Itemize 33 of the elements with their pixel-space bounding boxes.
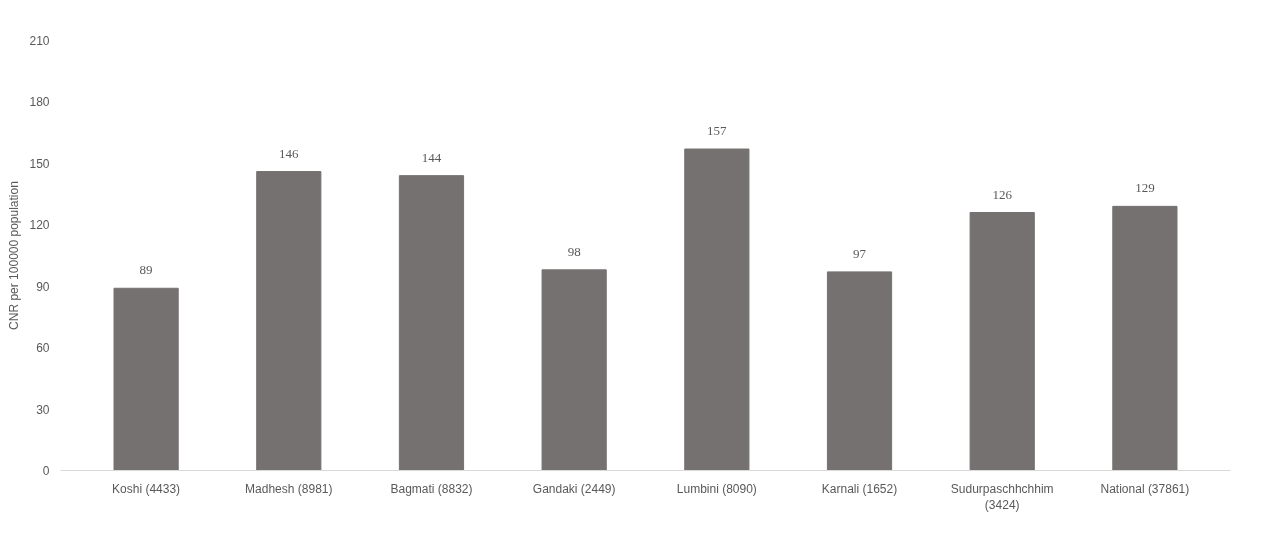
data-label: 157 xyxy=(707,123,728,139)
data-label: 98 xyxy=(567,243,581,259)
y-tick-label: 150 xyxy=(29,156,50,171)
x-tick-label: National (37861) xyxy=(1100,481,1190,496)
bar xyxy=(541,269,607,471)
bar xyxy=(398,175,465,471)
bar xyxy=(1112,205,1178,471)
bar xyxy=(826,271,893,471)
y-tick-label: 30 xyxy=(36,402,50,417)
data-label: 146 xyxy=(279,145,300,161)
y-axis-title: CNR per 100000 population xyxy=(7,181,22,330)
bar xyxy=(256,171,322,471)
bar xyxy=(684,148,750,471)
y-tick-label: 210 xyxy=(29,34,50,48)
x-tick-label: Bagmati (8832) xyxy=(390,481,473,496)
x-tick-label: Lumbini (8090) xyxy=(676,481,757,496)
data-label: 144 xyxy=(421,149,442,165)
x-tick-label: Koshi (4433) xyxy=(112,481,181,496)
y-tick-label: 180 xyxy=(29,95,50,110)
bar xyxy=(969,212,1035,471)
x-tick-label: Sudurpaschhchhim (3424) xyxy=(950,481,1054,513)
bar xyxy=(113,287,179,471)
data-label: 89 xyxy=(139,262,153,278)
y-tick-label: 60 xyxy=(36,341,50,356)
x-tick-label: Gandaki (2449) xyxy=(532,481,616,496)
y-tick-label: 0 xyxy=(42,464,50,478)
y-tick-label: 120 xyxy=(29,218,50,233)
x-tick-label: Karnali (1652) xyxy=(821,481,898,496)
data-label: 97 xyxy=(853,245,867,261)
x-tick-label: Madhesh (8981) xyxy=(245,481,333,496)
data-label: 126 xyxy=(992,186,1013,202)
data-label: 129 xyxy=(1135,180,1155,196)
y-tick-label: 90 xyxy=(36,279,50,294)
